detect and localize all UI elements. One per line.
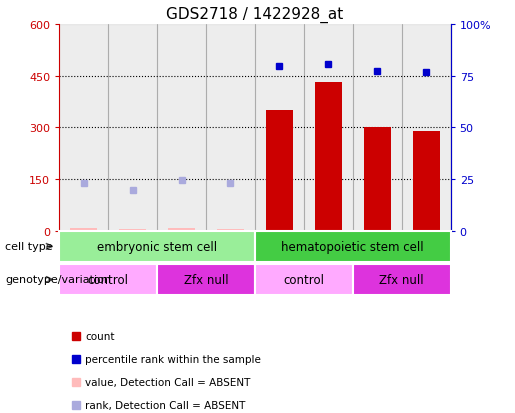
- Bar: [402, 25, 451, 231]
- Text: genotype/variation: genotype/variation: [5, 275, 111, 285]
- Bar: [59, 231, 255, 262]
- Bar: [157, 264, 255, 295]
- Bar: [206, 25, 255, 231]
- Text: Zfx null: Zfx null: [380, 273, 424, 286]
- Text: value, Detection Call = ABSENT: value, Detection Call = ABSENT: [85, 377, 250, 387]
- Text: cell type: cell type: [5, 242, 53, 252]
- Bar: [119, 230, 146, 231]
- Bar: [108, 25, 157, 231]
- Bar: [59, 264, 157, 295]
- Bar: [266, 111, 293, 231]
- Text: embryonic stem cell: embryonic stem cell: [97, 240, 217, 253]
- Bar: [70, 229, 97, 231]
- Text: control: control: [88, 273, 129, 286]
- Bar: [255, 231, 451, 262]
- Bar: [353, 264, 451, 295]
- Text: rank, Detection Call = ABSENT: rank, Detection Call = ABSENT: [85, 400, 245, 410]
- Title: GDS2718 / 1422928_at: GDS2718 / 1422928_at: [166, 7, 344, 24]
- Bar: [255, 264, 353, 295]
- Bar: [255, 25, 304, 231]
- Text: Zfx null: Zfx null: [184, 273, 228, 286]
- Bar: [353, 25, 402, 231]
- Text: count: count: [85, 332, 114, 342]
- Bar: [59, 25, 108, 231]
- Bar: [157, 25, 206, 231]
- Text: hematopoietic stem cell: hematopoietic stem cell: [282, 240, 424, 253]
- Bar: [413, 131, 440, 231]
- Text: percentile rank within the sample: percentile rank within the sample: [85, 354, 261, 364]
- Text: control: control: [283, 273, 324, 286]
- Bar: [168, 228, 195, 231]
- Bar: [315, 83, 342, 231]
- Bar: [364, 128, 391, 231]
- Bar: [304, 25, 353, 231]
- Bar: [217, 229, 244, 231]
